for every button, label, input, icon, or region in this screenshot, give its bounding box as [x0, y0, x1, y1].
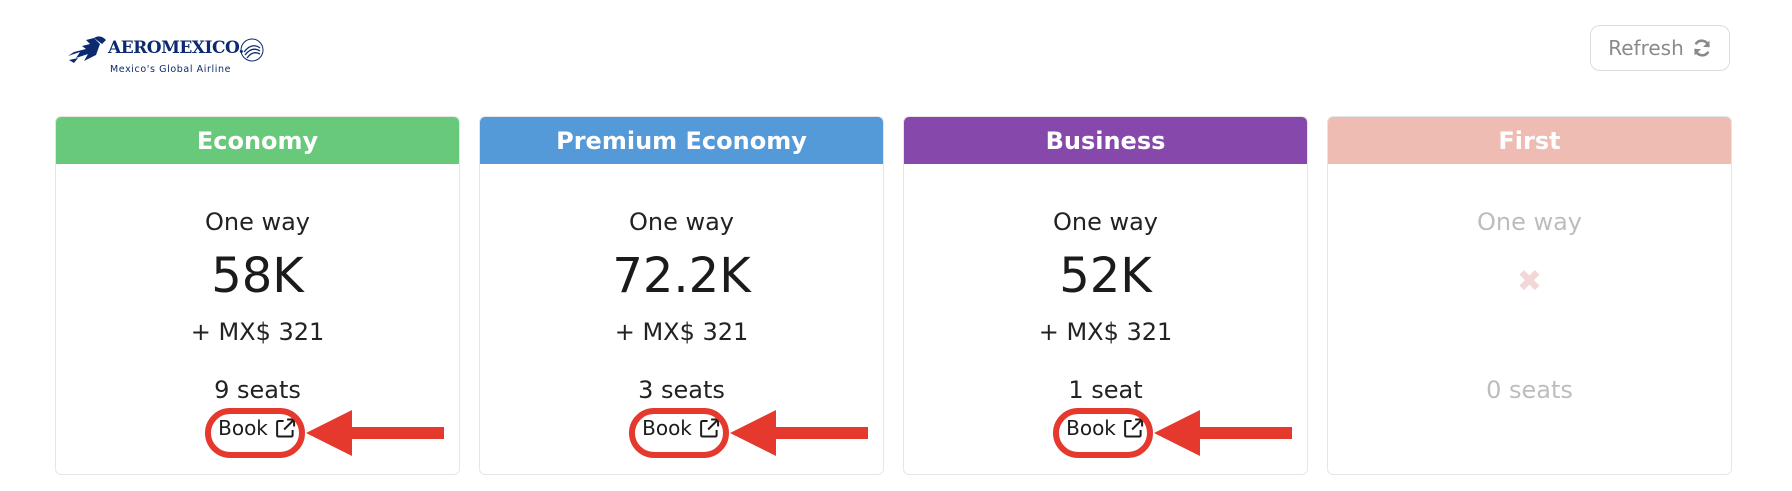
annotation-arrow-icon [306, 410, 444, 456]
seats-available: 0 seats [1486, 376, 1573, 404]
cabin-card-business: Business One way 52K + MX$ 321 1 seat Bo… [903, 116, 1308, 475]
skyteam-seal-icon [240, 38, 264, 62]
miles-price: 72.2K [612, 248, 751, 304]
cabin-header: Business [904, 117, 1307, 164]
taxes-fees: + MX$ 321 [1038, 318, 1173, 346]
trip-type: One way [1476, 208, 1583, 236]
cabin-header: Premium Economy [480, 117, 883, 164]
trip-type: One way [628, 208, 735, 236]
eagle-warrior-icon [68, 36, 106, 63]
seats-available: 3 seats [638, 376, 725, 404]
highlight-ring [629, 408, 729, 458]
unavailable-x-icon: ✖ [1516, 264, 1543, 299]
logo-wordmark: AEROMEXICO. [108, 38, 244, 58]
aeromexico-logo: AEROMEXICO. Mexico's Global Airline [66, 34, 276, 78]
trip-type: One way [204, 208, 311, 236]
miles-price: 52K [1059, 248, 1152, 304]
seats-available: 1 seat [1068, 376, 1143, 404]
taxes-fees: + MX$ 321 [614, 318, 749, 346]
highlight-ring [1053, 408, 1153, 458]
refresh-button[interactable]: Refresh [1590, 25, 1730, 71]
cabin-card-body: One way 72.2K + MX$ 321 3 seats Book [480, 164, 883, 474]
annotation-arrow-icon [1154, 410, 1292, 456]
miles-price: 58K [211, 248, 304, 304]
cabin-header: Economy [56, 117, 459, 164]
cabin-card-body: One way 52K + MX$ 321 1 seat Book [904, 164, 1307, 474]
cabin-card-economy: Economy One way 58K + MX$ 321 9 seats Bo… [55, 116, 460, 475]
cabin-card-body: One way ✖ 0 seats [1328, 164, 1731, 474]
refresh-label: Refresh [1608, 36, 1684, 60]
cabin-card-premium-economy: Premium Economy One way 72.2K + MX$ 321 … [479, 116, 884, 475]
seats-available: 9 seats [214, 376, 301, 404]
logo-tagline: Mexico's Global Airline [110, 64, 232, 75]
trip-type: One way [1052, 208, 1159, 236]
cabin-header: First [1328, 117, 1731, 164]
refresh-icon [1693, 39, 1710, 57]
taxes-fees: + MX$ 321 [190, 318, 325, 346]
annotation-arrow-icon [730, 410, 868, 456]
cabin-card-first: First One way ✖ 0 seats [1327, 116, 1732, 475]
highlight-ring [205, 408, 305, 458]
